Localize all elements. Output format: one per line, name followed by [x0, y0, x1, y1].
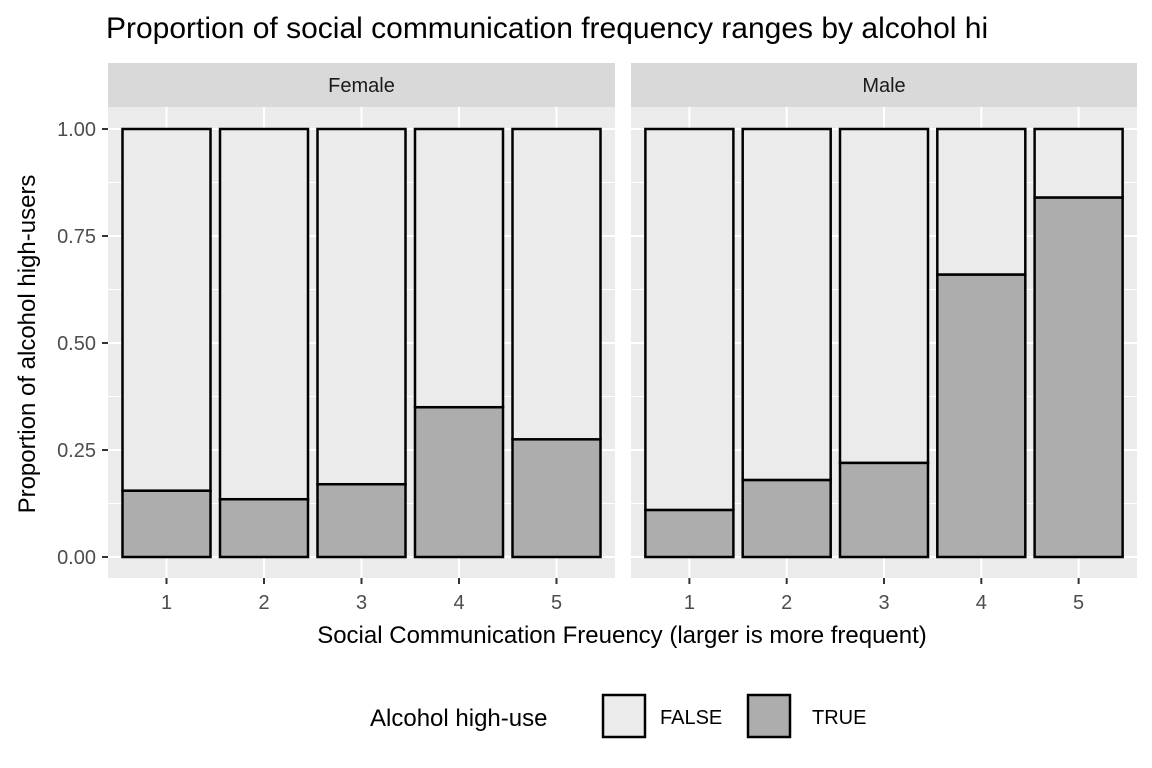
bar-true-female-2 — [218, 497, 310, 559]
x-tick-label: 3 — [356, 592, 367, 614]
bar-false-male-3 — [838, 127, 930, 465]
bar-true-male-4 — [936, 273, 1027, 559]
x-tick-label: 4 — [453, 592, 464, 614]
bar-true-male-2 — [741, 478, 832, 559]
x-tick-label: 1 — [684, 592, 695, 614]
x-tick-label: 2 — [258, 592, 269, 614]
y-axis-label: Proportion of alcohol high-users — [14, 175, 41, 514]
bar-true-male-3 — [838, 461, 930, 559]
y-tick-label: 0.50 — [57, 333, 96, 355]
y-tick-label: 0.75 — [57, 226, 96, 248]
x-tick-label: 5 — [551, 592, 562, 614]
legend-label-false: FALSE — [660, 707, 722, 729]
legend: Alcohol high-use FALSE TRUE — [370, 693, 866, 739]
bar-true-male-1 — [644, 508, 735, 559]
bar-false-male-4 — [936, 127, 1027, 276]
bar-false-male-5 — [1033, 127, 1124, 199]
x-axis-label: Social Communication Freuency (larger is… — [317, 622, 927, 649]
bar-true-female-5 — [511, 438, 602, 559]
facet-panel-male: Male 1 2 3 4 5 — [631, 63, 1137, 614]
legend-label-true: TRUE — [812, 707, 866, 729]
bar-false-female-5 — [511, 127, 602, 441]
x-tick-label: 2 — [781, 592, 792, 614]
y-axis: 0.00 0.25 0.50 0.75 1.00 — [57, 119, 108, 569]
bar-false-female-2 — [218, 127, 310, 501]
bar-true-male-5 — [1033, 196, 1124, 559]
x-tick-label: 4 — [976, 592, 987, 614]
bar-false-male-2 — [741, 127, 832, 482]
facet-panel-female: Female 1 2 3 4 5 — [108, 63, 615, 614]
facet-strip — [108, 63, 615, 107]
legend-title: Alcohol high-use — [370, 705, 547, 732]
x-tick-label: 1 — [161, 592, 172, 614]
y-tick-label: 0.25 — [57, 440, 96, 462]
facet-panels: Female 1 2 3 4 5 Male 1 2 3 4 5 0.00 0.25 0.50 0.75 1.00 — [57, 63, 1137, 614]
bar-false-male-1 — [644, 127, 735, 512]
facet-strip-label: Male — [862, 75, 905, 97]
facet-strip-label: Female — [328, 75, 395, 97]
bar-false-female-3 — [316, 127, 407, 486]
bar-true-female-1 — [121, 489, 212, 559]
y-tick-label: 1.00 — [57, 119, 96, 141]
bar-false-female-4 — [413, 127, 505, 409]
bar-false-female-1 — [121, 127, 212, 492]
bar-true-female-3 — [316, 482, 407, 559]
x-tick-label: 3 — [878, 592, 889, 614]
facet-strip — [631, 63, 1137, 107]
chart-title: Proportion of social communication frequ… — [106, 12, 988, 45]
bar-true-female-4 — [413, 405, 505, 559]
legend-key-false — [601, 693, 647, 739]
x-tick-label: 5 — [1073, 592, 1084, 614]
y-tick-label: 0.00 — [57, 547, 96, 569]
legend-key-true — [746, 693, 792, 739]
